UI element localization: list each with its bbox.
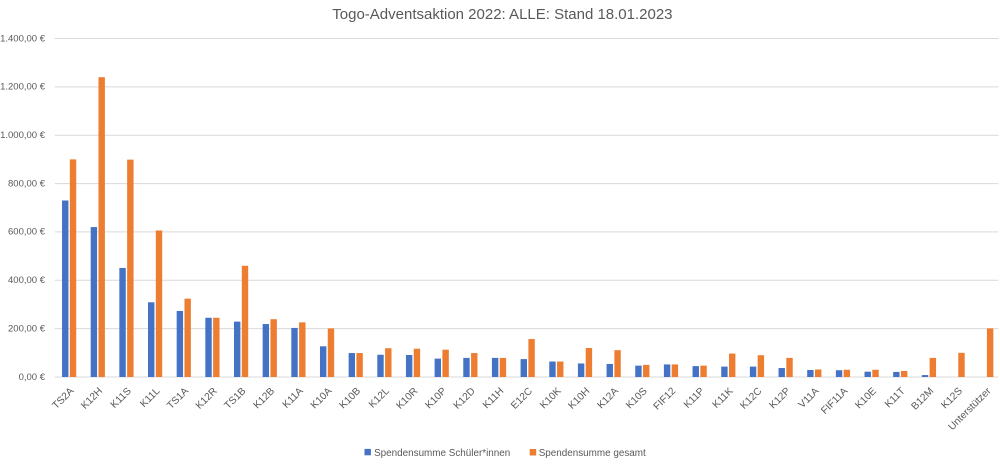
svg-text:Togo-Adventsaktion 2022: ALLE:: Togo-Adventsaktion 2022: ALLE: Stand 18.…	[332, 6, 672, 23]
svg-text:1.400,00 €: 1.400,00 €	[0, 33, 46, 44]
svg-text:1.200,00 €: 1.200,00 €	[0, 82, 46, 93]
svg-text:0,00 €: 0,00 €	[19, 372, 46, 383]
svg-text:400,00 €: 400,00 €	[8, 275, 46, 286]
svg-text:800,00 €: 800,00 €	[8, 178, 46, 189]
svg-text:600,00 €: 600,00 €	[8, 227, 46, 238]
svg-text:200,00 €: 200,00 €	[8, 323, 46, 334]
svg-text:Spendensumme gesamt: Spendensumme gesamt	[539, 448, 646, 459]
svg-text:1.000,00 €: 1.000,00 €	[0, 130, 46, 141]
svg-text:Spendensumme Schüler*innen: Spendensumme Schüler*innen	[374, 448, 510, 459]
